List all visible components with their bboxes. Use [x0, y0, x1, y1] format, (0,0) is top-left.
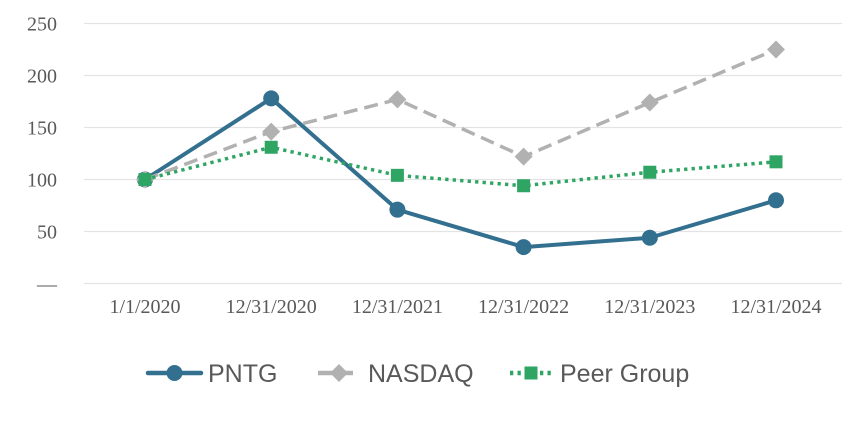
series-pntg — [137, 90, 784, 256]
x-axis: 1/1/2020 12/31/2020 12/31/2021 12/31/2022 12… — [109, 296, 821, 318]
series-nasdaq — [136, 40, 785, 189]
marker-peer-group-5 — [769, 155, 783, 169]
marker-nasdaq-1 — [262, 122, 281, 141]
marker-peer-group-1 — [264, 140, 278, 154]
marker-pntg-1 — [263, 90, 280, 107]
marker-nasdaq-3 — [514, 147, 533, 166]
marker-pntg-5 — [768, 192, 784, 209]
legend-label-pntg: PNTG — [208, 360, 277, 388]
x-axis-tick-label-3: 12/31/2022 — [478, 296, 569, 318]
x-axis-tick-label-4: 12/31/2023 — [604, 296, 695, 318]
x-axis-tick-label-5: 12/31/2024 — [730, 296, 821, 318]
legend-label-nasdaq: NASDAQ — [368, 360, 474, 388]
legend: PNTG NASDAQ Peer Group — [145, 360, 689, 388]
legend-item-pntg: PNTG — [145, 360, 277, 388]
y-axis-tick-label-150: 150 — [27, 118, 57, 140]
y-axis-tick-label-0: — — [36, 274, 58, 296]
legend-marker-peer-group-square-icon — [524, 366, 538, 380]
series-line-peer-group — [144, 145, 777, 188]
legend-marker-nasdaq-diamond-icon — [330, 364, 348, 382]
x-axis-tick-label-2: 12/31/2021 — [352, 296, 443, 318]
series-line-nasdaq — [144, 47, 777, 182]
y-axis-tick-label-250: 250 — [27, 14, 57, 36]
y-axis-tick-label-100: 100 — [27, 170, 57, 192]
marker-nasdaq-2 — [388, 90, 407, 109]
legend-label-peer-group: Peer Group — [560, 360, 689, 388]
x-axis-tick-label-0: 1/1/2020 — [109, 296, 180, 318]
marker-nasdaq-4 — [640, 93, 659, 112]
marker-pntg-4 — [641, 229, 658, 246]
marker-pntg-2 — [389, 201, 406, 218]
y-axis-tick-label-50: 50 — [37, 222, 57, 244]
marker-pntg-3 — [515, 239, 532, 256]
marker-peer-group-4 — [643, 165, 657, 179]
y-axis: 250 200 150 100 50 — — [27, 14, 842, 296]
marker-peer-group-2 — [390, 168, 404, 182]
series-peer-group — [138, 140, 783, 193]
legend-item-nasdaq: NASDAQ — [318, 360, 474, 388]
marker-nasdaq-5 — [767, 40, 785, 59]
legend-marker-pntg-circle-icon — [166, 365, 183, 381]
marker-peer-group-0 — [138, 173, 152, 186]
x-axis-tick-label-1: 12/31/2020 — [226, 296, 317, 318]
marker-peer-group-3 — [517, 179, 531, 193]
legend-item-peer-group: Peer Group — [510, 360, 689, 388]
series-line-pntg — [143, 96, 778, 250]
y-axis-tick-label-200: 200 — [27, 66, 57, 88]
